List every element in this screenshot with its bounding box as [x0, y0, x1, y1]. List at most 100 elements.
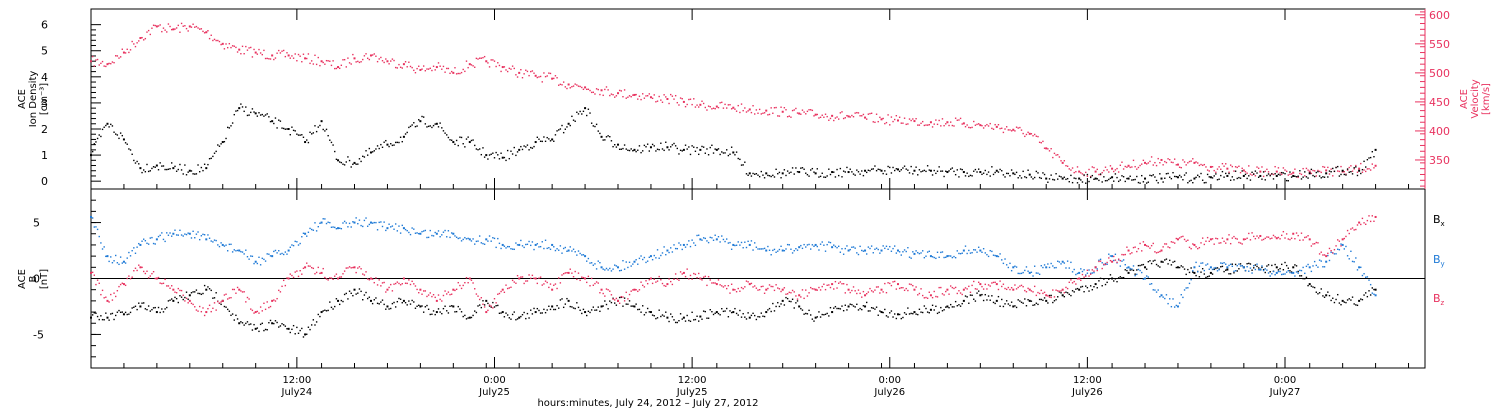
bottom-Bz-fill-point — [849, 291, 851, 294]
bottom-Bz-fill-point — [1068, 281, 1070, 284]
bottom-Bx-fill-point — [286, 328, 288, 330]
bottom-By-fill-point — [1343, 248, 1346, 250]
bottom-Bz-fill-point — [1043, 291, 1046, 294]
top-velocity-point — [748, 108, 751, 111]
bottom-Bz-point — [452, 288, 455, 291]
top-velocity-fill-point — [796, 112, 799, 114]
top-velocity-fill-point — [1228, 171, 1230, 173]
bottom-Bx-fill-point — [706, 317, 708, 319]
top-velocity-fill-point — [562, 81, 565, 83]
top-density-fill-point — [1373, 156, 1375, 158]
bottom-Bz-fill-point — [869, 287, 871, 290]
top-velocity-fill-point — [1294, 168, 1296, 170]
bottom-Bz-fill-point — [796, 298, 799, 300]
bottom-By-point — [699, 238, 702, 241]
top-velocity-fill-point — [1116, 167, 1118, 170]
bottom-Bz-fill-point — [632, 289, 634, 291]
top-velocity-fill-point — [503, 66, 506, 68]
top-velocity-fill-point — [358, 61, 361, 64]
top-velocity-fill-point — [679, 97, 682, 99]
top-density-fill-point — [310, 133, 313, 135]
bottom-Bx-fill-point — [816, 316, 818, 318]
bottom-By-fill-point — [564, 246, 567, 249]
bottom-Bz-fill-point — [833, 288, 835, 290]
bottom-Bx-fill-point — [360, 290, 362, 293]
bottom-By-fill-point — [1190, 278, 1192, 281]
bottom-Bz-fill-point — [945, 290, 947, 293]
bottom-By-fill-point — [811, 244, 814, 246]
bottom-By-fill-point — [1282, 273, 1285, 275]
bottom-Bz-fill-point — [1032, 291, 1034, 293]
bottom-Bx-fill-point — [1147, 261, 1150, 263]
top-velocity-fill-point — [554, 75, 557, 77]
bottom-Bz-fill-point — [261, 310, 263, 312]
top-density-fill-point — [296, 133, 298, 135]
bottom-By-fill-point — [768, 249, 771, 251]
bottom-Bz-fill-point — [686, 268, 688, 270]
top-density-fill-point — [482, 147, 484, 149]
bottom-By-fill-point — [800, 244, 802, 247]
bottom-Bz-fill-point — [399, 284, 402, 286]
bottom-Bx-fill-point — [444, 305, 446, 307]
bottom-Bz-point — [1127, 249, 1130, 252]
bottom-Bz-fill-point — [1340, 245, 1342, 247]
bottom-Bx-fill-point — [273, 322, 275, 325]
top-density-fill-point — [1060, 176, 1062, 178]
bottom-Bz-fill-point — [460, 287, 463, 290]
bottom-By-fill-point — [788, 244, 790, 246]
top-density-fill-point — [856, 169, 858, 171]
bottom-By-fill-point — [1327, 254, 1329, 257]
top-velocity-fill-point — [800, 113, 802, 115]
top-velocity-fill-point — [306, 57, 308, 60]
top-density-fill-point — [668, 149, 670, 151]
top-density-fill-point — [768, 175, 771, 177]
bottom-Bx-fill-point — [378, 303, 380, 305]
top-density-fill-point — [1185, 172, 1187, 174]
bottom-Bz-fill-point — [760, 285, 762, 288]
bottom-Bx-fill-point — [96, 315, 99, 318]
top-density-fill-point — [581, 113, 583, 115]
top-density-fill-point — [640, 151, 642, 154]
top-velocity-fill-point — [604, 88, 606, 91]
bottom-Bx-fill-point — [1246, 263, 1248, 265]
bottom-Bx-fill-point — [1068, 293, 1070, 296]
bottom-Bz-fill-point — [503, 291, 506, 294]
top-density-fill-point — [449, 139, 451, 141]
bottom-By-fill-point — [559, 245, 562, 247]
bottom-Bx-fill-point — [1371, 287, 1373, 289]
top-density-fill-point — [404, 133, 407, 135]
bottom-Bx-fill-point — [182, 298, 184, 301]
bottom-By-fill-point — [1218, 268, 1220, 271]
top-density-fill-point — [982, 172, 985, 174]
top-density-fill-point — [146, 163, 148, 166]
top-density-fill-point — [530, 146, 532, 149]
top-velocity-fill-point — [594, 93, 596, 95]
bottom-Bz-fill-point — [653, 278, 655, 280]
bottom-Bz-fill-point — [169, 287, 171, 289]
bottom-By-fill-point — [332, 226, 334, 228]
bottom-By-fill-point — [444, 229, 446, 232]
bottom-Bx-fill-point — [319, 315, 321, 318]
bottom-Bx-fill-point — [1320, 288, 1322, 290]
top-density-fill-point — [898, 170, 901, 173]
bottom-By-fill-point — [391, 225, 394, 227]
bottom-Bz-fill-point — [98, 282, 100, 285]
bottom-Bz-fill-point — [477, 295, 479, 297]
bottom-By-fill-point — [803, 243, 805, 246]
bottom-Bx-fill-point — [729, 310, 731, 312]
bottom-By-fill-point — [844, 247, 846, 250]
bottom-Bz-fill-point — [1093, 270, 1095, 272]
top-velocity-fill-point — [898, 116, 901, 118]
bottom-By-point — [501, 243, 504, 246]
bottom-By-fill-point — [1114, 253, 1117, 255]
bottom-Bx-fill-point — [198, 292, 201, 295]
top-velocity-point — [633, 93, 636, 96]
bottom-By-fill-point — [1267, 272, 1270, 274]
bottom-Bz-fill-point — [342, 273, 344, 275]
bottom-Bz-fill-point — [154, 277, 156, 280]
top-velocity-fill-point — [294, 53, 296, 55]
bottom-By-fill-point — [1289, 271, 1291, 274]
top-density-point — [682, 148, 685, 151]
top-velocity-fill-point — [1225, 163, 1227, 165]
top-density-fill-point — [926, 165, 929, 167]
